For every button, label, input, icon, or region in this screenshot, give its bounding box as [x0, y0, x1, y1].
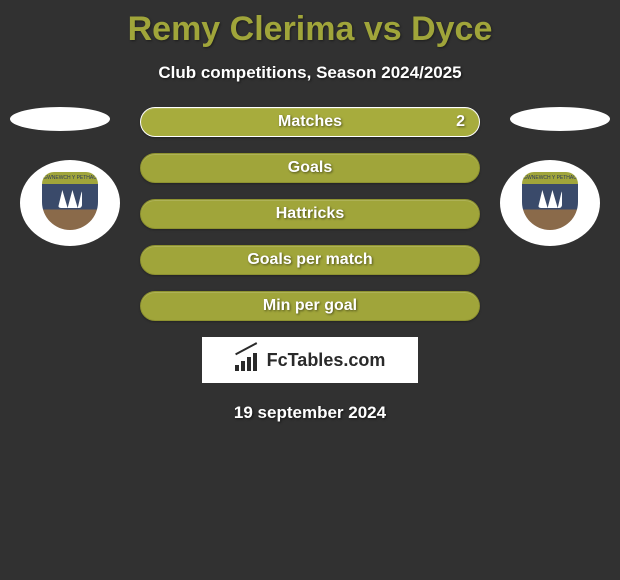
stats-area: GWNEWCH Y PETHAU GWNEWCH Y PETHAU Matche…	[0, 107, 620, 423]
stat-label: Hattricks	[276, 205, 344, 223]
team-crest-icon: GWNEWCH Y PETHAU	[522, 172, 578, 234]
team-crest-icon: GWNEWCH Y PETHAU	[42, 172, 98, 234]
left-ellipse-decor	[10, 107, 110, 131]
date-label: 19 september 2024	[0, 403, 620, 423]
stat-row-hattricks: Hattricks	[140, 199, 480, 229]
left-team-badge: GWNEWCH Y PETHAU	[20, 160, 120, 246]
stat-row-matches: Matches 2	[140, 107, 480, 137]
brand-chart-icon	[235, 349, 261, 371]
right-ellipse-decor	[510, 107, 610, 131]
page-title: Remy Clerima vs Dyce	[0, 0, 620, 49]
stat-label: Matches	[278, 113, 342, 131]
stat-value-right: 2	[456, 113, 465, 131]
brand-text: FcTables.com	[267, 350, 386, 371]
stat-row-goals-per-match: Goals per match	[140, 245, 480, 275]
stat-row-min-per-goal: Min per goal	[140, 291, 480, 321]
right-team-badge: GWNEWCH Y PETHAU	[500, 160, 600, 246]
stat-label: Min per goal	[263, 297, 357, 315]
stat-label: Goals per match	[247, 251, 372, 269]
crest-shield-icon	[42, 184, 98, 230]
stat-bars: Matches 2 Goals Hattricks Goals per matc…	[140, 107, 480, 321]
page-subtitle: Club competitions, Season 2024/2025	[0, 63, 620, 83]
crest-banner: GWNEWCH Y PETHAU	[42, 172, 98, 184]
crest-banner: GWNEWCH Y PETHAU	[522, 172, 578, 184]
brand-box[interactable]: FcTables.com	[202, 337, 418, 383]
stat-row-goals: Goals	[140, 153, 480, 183]
stat-label: Goals	[288, 159, 332, 177]
crest-shield-icon	[522, 184, 578, 230]
